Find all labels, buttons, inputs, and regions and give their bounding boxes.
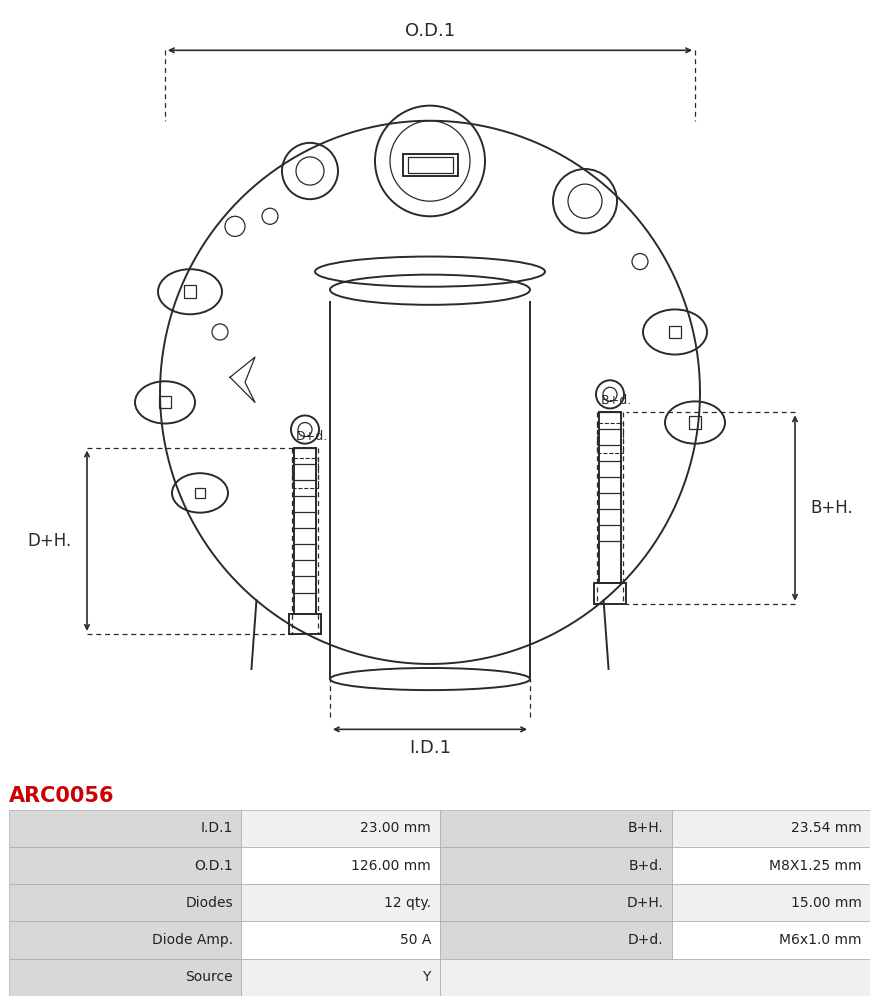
Bar [9,884,241,921]
Text: B+H.: B+H. [810,499,852,517]
Text: B+d.: B+d. [629,859,663,872]
Text: D+H.: D+H. [28,532,72,549]
Bar [159,396,171,408]
Bar [241,810,439,847]
Bar [439,884,672,921]
Text: 15.00 mm: 15.00 mm [790,896,860,909]
Text: M6x1.0 mm: M6x1.0 mm [778,934,860,947]
Bar [594,583,625,604]
Bar [596,423,623,453]
Bar [241,847,439,884]
Text: I.D.1: I.D.1 [200,822,233,835]
Text: I.D.1: I.D.1 [408,739,450,758]
Text: 23.54 mm: 23.54 mm [790,822,860,835]
Bar [672,884,869,921]
Bar [672,810,869,847]
Bar [241,884,439,921]
Text: Diode Amp.: Diode Amp. [152,934,233,947]
Text: M8X1.25 mm: M8X1.25 mm [768,859,860,872]
Bar [407,157,452,173]
Text: D+d.: D+d. [296,430,327,443]
Bar [402,154,457,176]
Text: D+d.: D+d. [627,934,663,947]
Bar [9,810,241,847]
Text: Y: Y [422,971,430,984]
Text: O.D.1: O.D.1 [194,859,233,872]
Bar [184,286,196,298]
Text: ARC0056: ARC0056 [9,786,114,806]
Text: 50 A: 50 A [399,934,430,947]
Bar [241,921,439,959]
Text: O.D.1: O.D.1 [405,22,455,40]
Text: Source: Source [185,971,233,984]
Text: 23.00 mm: 23.00 mm [360,822,430,835]
Bar [439,959,869,996]
Bar [668,326,680,338]
Text: B+d.: B+d. [601,394,631,407]
Bar [439,810,672,847]
Bar [241,959,439,996]
Text: Diodes: Diodes [185,896,233,909]
Text: 12 qty.: 12 qty. [384,896,430,909]
Bar [688,416,700,429]
Bar [672,921,869,959]
Bar [9,921,241,959]
Bar [291,458,318,488]
Bar [9,959,241,996]
Bar [439,847,672,884]
Bar [672,847,869,884]
Bar [293,448,315,614]
Text: 126.00 mm: 126.00 mm [350,859,430,872]
Bar [439,921,672,959]
Text: B+H.: B+H. [627,822,663,835]
Bar [195,488,205,498]
Text: D+H.: D+H. [626,896,663,909]
Bar [598,412,620,583]
Bar [9,847,241,884]
Bar [289,614,320,634]
